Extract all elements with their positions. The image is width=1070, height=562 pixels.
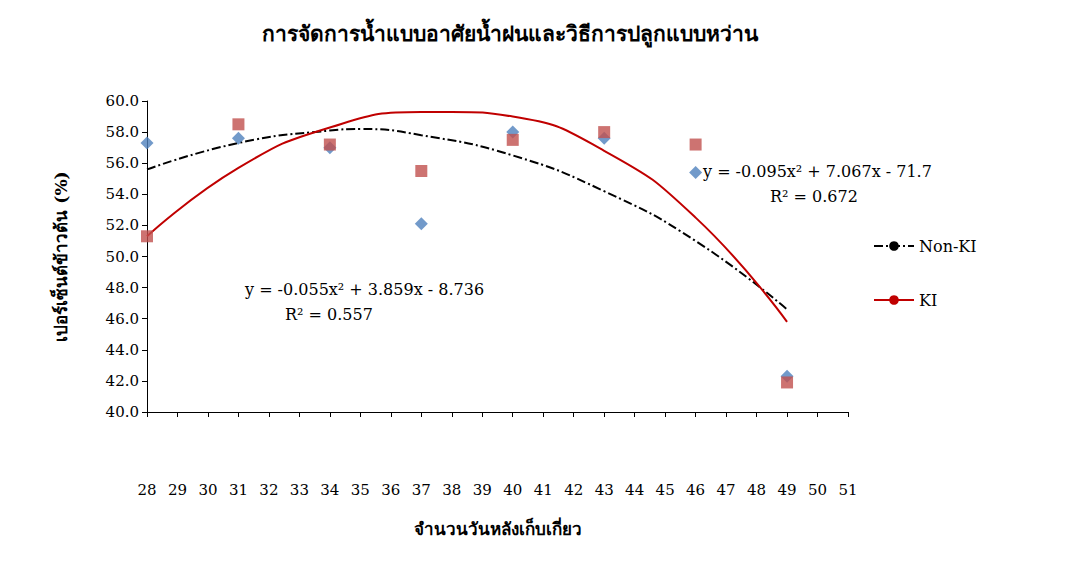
svg-text:44.0: 44.0 bbox=[106, 341, 139, 359]
svg-text:46: 46 bbox=[686, 481, 705, 499]
svg-text:y = -0.095x² + 7.067x - 71.7: y = -0.095x² + 7.067x - 71.7 bbox=[702, 162, 932, 181]
svg-text:30: 30 bbox=[198, 481, 217, 499]
svg-text:31: 31 bbox=[229, 481, 248, 499]
svg-text:29: 29 bbox=[168, 481, 187, 499]
svg-text:39: 39 bbox=[473, 481, 492, 499]
svg-text:37: 37 bbox=[412, 481, 431, 499]
svg-text:จำนวนวันหลังเก็บเกี่ยว: จำนวนวันหลังเก็บเกี่ยว bbox=[414, 517, 582, 539]
svg-text:y = -0.055x² + 3.859x - 8.736: y = -0.055x² + 3.859x - 8.736 bbox=[244, 280, 484, 299]
svg-text:46.0: 46.0 bbox=[106, 310, 139, 328]
svg-text:47: 47 bbox=[717, 481, 736, 499]
svg-text:36: 36 bbox=[381, 481, 400, 499]
svg-text:32: 32 bbox=[259, 481, 278, 499]
svg-text:56.0: 56.0 bbox=[106, 154, 139, 172]
svg-text:33: 33 bbox=[290, 481, 309, 499]
svg-text:28: 28 bbox=[137, 481, 156, 499]
svg-text:38: 38 bbox=[442, 481, 461, 499]
svg-text:52.0: 52.0 bbox=[106, 216, 139, 234]
svg-text:51: 51 bbox=[838, 481, 857, 499]
svg-text:48: 48 bbox=[747, 481, 766, 499]
svg-text:KI: KI bbox=[919, 291, 937, 310]
svg-text:49: 49 bbox=[777, 481, 796, 499]
svg-text:42.0: 42.0 bbox=[106, 372, 139, 390]
svg-text:การจัดการน้ำแบบอาศัยน้ำฝนและวิ: การจัดการน้ำแบบอาศัยน้ำฝนและวิธีการปลูกแ… bbox=[262, 18, 759, 48]
svg-text:60.0: 60.0 bbox=[106, 92, 139, 110]
svg-text:45: 45 bbox=[656, 481, 675, 499]
svg-text:R² = 0.672: R² = 0.672 bbox=[770, 187, 858, 206]
svg-text:58.0: 58.0 bbox=[106, 123, 139, 141]
svg-text:Non-KI: Non-KI bbox=[919, 237, 977, 256]
svg-text:เปอร์เซ็นต์ข้าวต้น (%): เปอร์เซ็นต์ข้าวต้น (%) bbox=[49, 171, 71, 341]
svg-text:54.0: 54.0 bbox=[106, 185, 139, 203]
svg-text:42: 42 bbox=[564, 481, 583, 499]
svg-text:48.0: 48.0 bbox=[106, 279, 139, 297]
svg-text:50: 50 bbox=[808, 481, 827, 499]
svg-text:43: 43 bbox=[595, 481, 614, 499]
svg-text:R² = 0.557: R² = 0.557 bbox=[285, 305, 373, 324]
svg-text:40.0: 40.0 bbox=[106, 403, 139, 421]
svg-text:40: 40 bbox=[503, 481, 522, 499]
svg-text:44: 44 bbox=[625, 481, 644, 499]
svg-text:41: 41 bbox=[534, 481, 553, 499]
svg-text:35: 35 bbox=[351, 481, 370, 499]
svg-text:34: 34 bbox=[320, 481, 339, 499]
svg-text:50.0: 50.0 bbox=[106, 248, 139, 266]
